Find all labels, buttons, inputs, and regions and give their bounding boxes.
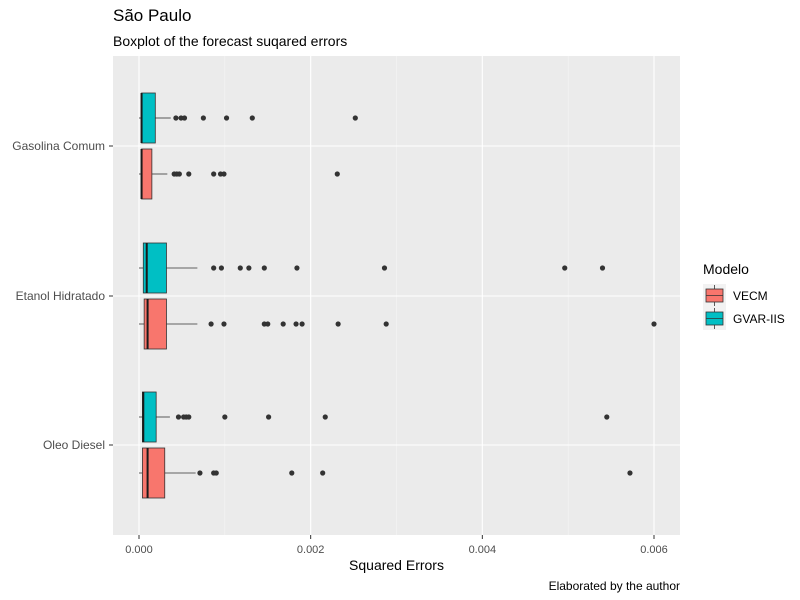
legend-label-gvar-iis: GVAR-IIS <box>733 312 785 326</box>
outlier-point <box>213 470 219 476</box>
outlier-point <box>280 321 286 327</box>
outlier-point <box>175 414 182 420</box>
outlier-point <box>200 115 206 121</box>
outlier-point <box>261 265 267 271</box>
outlier-point <box>197 470 203 476</box>
box-iqr <box>142 447 166 499</box>
legend-title: Modelo <box>703 261 749 277</box>
outlier-point <box>265 321 271 327</box>
outlier-point <box>222 414 228 420</box>
outlier-point <box>173 115 179 121</box>
x-tick-label: 0.004 <box>469 544 497 556</box>
outlier-point <box>211 171 217 177</box>
outlier-point <box>237 265 243 271</box>
outlier-point <box>352 115 358 121</box>
chart-caption: Elaborated by the author <box>548 579 680 593</box>
outlier-point <box>186 414 192 420</box>
category-label: Etanol Hidratado <box>16 289 106 303</box>
outlier-point <box>562 265 568 271</box>
chart-subtitle: Boxplot of the forecast suqared errors <box>113 33 348 49</box>
outlier-point <box>294 265 300 271</box>
box-iqr <box>142 242 167 294</box>
x-tick-label: 0.002 <box>297 544 325 556</box>
outlier-point <box>223 115 230 121</box>
outlier-point <box>381 265 388 271</box>
outlier-point <box>176 171 182 177</box>
outlier-point <box>627 470 633 476</box>
box-iqr <box>142 391 157 443</box>
outlier-point <box>246 265 252 271</box>
x-tick-label: 0.000 <box>125 544 153 556</box>
x-axis-title: Squared Errors <box>349 557 444 573</box>
box-iqr <box>141 148 153 200</box>
outlier-point <box>651 321 657 327</box>
box-iqr <box>143 298 167 350</box>
outlier-point <box>221 171 227 177</box>
category-label: Gasolina Comum <box>12 139 105 153</box>
category-label: Oleo Diesel <box>43 438 105 452</box>
outlier-point <box>299 321 305 327</box>
outlier-point <box>249 115 255 121</box>
outlier-point <box>211 265 217 271</box>
legend-label-vecm: VECM <box>733 289 768 303</box>
outlier-point <box>320 470 326 476</box>
outlier-point <box>599 265 606 271</box>
outlier-point <box>289 470 295 476</box>
outlier-point <box>266 414 272 420</box>
outlier-point <box>604 414 610 420</box>
outlier-point <box>293 321 299 327</box>
outlier-point <box>221 321 227 327</box>
outlier-point <box>334 171 340 177</box>
box-iqr <box>141 92 156 144</box>
x-tick-label: 0.006 <box>640 544 668 556</box>
outlier-point <box>335 321 341 327</box>
outlier-point <box>383 321 389 327</box>
chart-title: São Paulo <box>113 6 192 25</box>
outlier-point <box>218 265 224 271</box>
outlier-point <box>322 414 328 420</box>
outlier-point <box>181 115 188 121</box>
outlier-point <box>208 321 214 327</box>
outlier-point <box>186 171 192 177</box>
